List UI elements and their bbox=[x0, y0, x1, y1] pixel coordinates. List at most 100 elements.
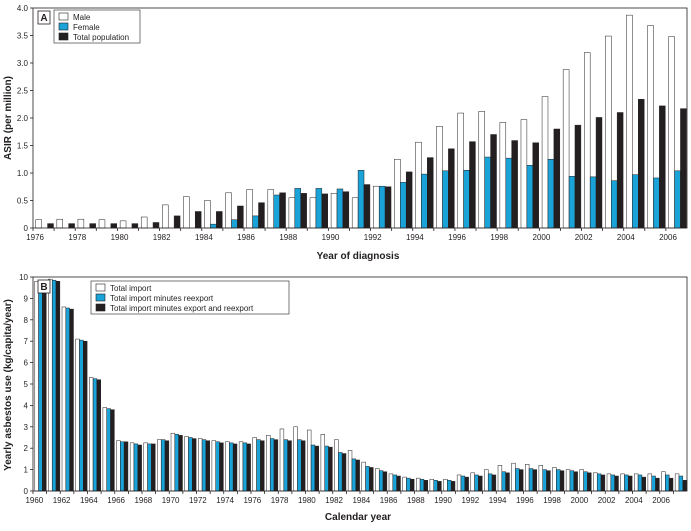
bar-b-0-1977 bbox=[266, 435, 271, 492]
bar-b-1-2004 bbox=[637, 474, 643, 492]
bar-b-1-2001 bbox=[596, 473, 602, 492]
bar-b-1-1974 bbox=[229, 442, 234, 492]
bar-b-2-2006 bbox=[668, 477, 674, 492]
bar-b-0-2002 bbox=[606, 473, 612, 492]
legend-swatch-b-1 bbox=[95, 293, 106, 302]
bar-a-0-2005 bbox=[647, 25, 654, 229]
xtick-label-a-1: 1978 bbox=[68, 233, 86, 242]
bar-b-1-2003 bbox=[624, 474, 629, 492]
bar-b-1-1966 bbox=[120, 441, 125, 492]
bar-a-2-1994 bbox=[427, 157, 434, 229]
bar-b-1-1992 bbox=[474, 474, 479, 492]
bar-b-1-1985 bbox=[378, 470, 384, 492]
bar-b-2-1973 bbox=[219, 442, 224, 492]
bar-b-2-1972 bbox=[205, 440, 210, 492]
legend-label-a-1: Female bbox=[73, 23, 100, 32]
bar-a-1-1992 bbox=[378, 185, 386, 229]
bar-a-0-1994 bbox=[415, 141, 422, 229]
bar-b-1-1999 bbox=[569, 470, 575, 492]
bar-a-2-2000 bbox=[553, 128, 561, 229]
bar-b-1-1991 bbox=[460, 475, 466, 492]
bar-a-2-2002 bbox=[595, 117, 603, 229]
bar-b-2-1968 bbox=[151, 443, 156, 492]
ytick-label-b-0: 0 bbox=[24, 487, 29, 496]
ytick-label-b-9: 9 bbox=[24, 294, 29, 303]
bar-b-1-1972 bbox=[201, 439, 207, 492]
bar-b-2-1979 bbox=[301, 440, 306, 492]
legend-label-b-0: Total import bbox=[110, 284, 152, 293]
bar-a-0-1991 bbox=[351, 197, 359, 229]
xtick-label-a-15: 2006 bbox=[659, 233, 677, 242]
bar-a-0-1999 bbox=[520, 119, 528, 229]
bar-a-0-1980 bbox=[119, 220, 127, 229]
bar-b-2-2003 bbox=[628, 475, 633, 492]
bar-a-1-1994 bbox=[421, 173, 428, 229]
bar-b-0-1987 bbox=[402, 476, 407, 492]
bar-a-0-1987 bbox=[267, 189, 274, 229]
bar-b-1-1993 bbox=[487, 473, 493, 492]
bar-b-0-1971 bbox=[184, 436, 189, 492]
bar-a-1-1985 bbox=[231, 219, 238, 229]
bar-b-2-1994 bbox=[505, 472, 510, 492]
bar-b-2-1974 bbox=[232, 443, 238, 492]
bar-a-1-2006 bbox=[674, 170, 681, 229]
legend-label-a-0: Male bbox=[73, 13, 91, 22]
bar-a-1-1993 bbox=[400, 182, 407, 229]
bar-b-0-1995 bbox=[511, 462, 516, 492]
bar-b-1-1970 bbox=[174, 434, 179, 492]
bar-b-1-2005 bbox=[651, 475, 656, 492]
panel-a-xlabel: Year of diagnosis bbox=[317, 251, 400, 262]
bar-b-2-2007 bbox=[682, 480, 687, 492]
bar-b-2-1999 bbox=[573, 471, 578, 492]
ytick-label-a-6: 3.0 bbox=[17, 59, 29, 68]
bar-b-1-1973 bbox=[215, 441, 220, 492]
panel-letter-a: A bbox=[40, 13, 47, 24]
bar-b-1-1963 bbox=[79, 339, 84, 492]
bar-b-2-1989 bbox=[437, 481, 442, 492]
bar-a-2-1976 bbox=[47, 223, 54, 229]
xtick-label-a-13: 2002 bbox=[575, 233, 593, 242]
bar-b-1-1981 bbox=[324, 445, 329, 492]
bar-a-2-1993 bbox=[405, 171, 413, 229]
ytick-label-a-8: 4.0 bbox=[17, 4, 29, 13]
bar-a-2-1981 bbox=[152, 222, 160, 229]
bar-b-1-1962 bbox=[65, 307, 70, 492]
bar-a-1-1999 bbox=[526, 165, 534, 229]
bar-a-2-1988 bbox=[300, 193, 307, 229]
bar-a-0-1995 bbox=[436, 126, 443, 229]
bar-a-1-1991 bbox=[357, 170, 365, 229]
bar-b-0-1989 bbox=[429, 478, 434, 492]
ytick-label-b-5: 5 bbox=[24, 380, 29, 389]
bar-a-2-1995 bbox=[448, 148, 455, 229]
bar-b-2-1996 bbox=[532, 469, 537, 492]
bar-b-0-1978 bbox=[279, 428, 285, 492]
bar-a-0-1988 bbox=[288, 197, 296, 229]
bar-b-2-1977 bbox=[273, 439, 279, 492]
bar-b-2-1991 bbox=[464, 476, 469, 492]
ytick-label-b-8: 8 bbox=[24, 316, 29, 325]
bar-b-0-1994 bbox=[497, 465, 503, 492]
xtick-label-a-2: 1980 bbox=[111, 233, 129, 242]
ytick-label-b-4: 4 bbox=[24, 401, 29, 410]
bar-b-2-2000 bbox=[587, 472, 592, 492]
bar-a-1-1998 bbox=[505, 157, 512, 229]
xtick-label-b-7: 1974 bbox=[216, 496, 234, 505]
bar-b-1-2007 bbox=[678, 475, 684, 492]
bar-b-1-1995 bbox=[515, 468, 520, 492]
bar-a-1-2005 bbox=[653, 177, 660, 229]
bar-b-0-1984 bbox=[361, 461, 366, 492]
bar-b-0-1988 bbox=[416, 477, 421, 492]
ytick-label-a-3: 1.5 bbox=[17, 142, 29, 151]
bar-a-0-1993 bbox=[394, 159, 401, 229]
bar-a-2-1991 bbox=[363, 184, 371, 229]
bar-b-0-1964 bbox=[89, 377, 94, 492]
bar-a-1-1984 bbox=[210, 223, 217, 229]
bar-b-2-1983 bbox=[355, 459, 360, 492]
xtick-label-b-15: 1990 bbox=[434, 496, 452, 505]
bar-a-0-2000 bbox=[541, 96, 549, 229]
bar-a-2-1999 bbox=[532, 142, 539, 229]
bar-b-0-1986 bbox=[388, 473, 394, 492]
xtick-label-b-2: 1964 bbox=[80, 496, 98, 505]
bar-b-2-1988 bbox=[423, 480, 428, 492]
